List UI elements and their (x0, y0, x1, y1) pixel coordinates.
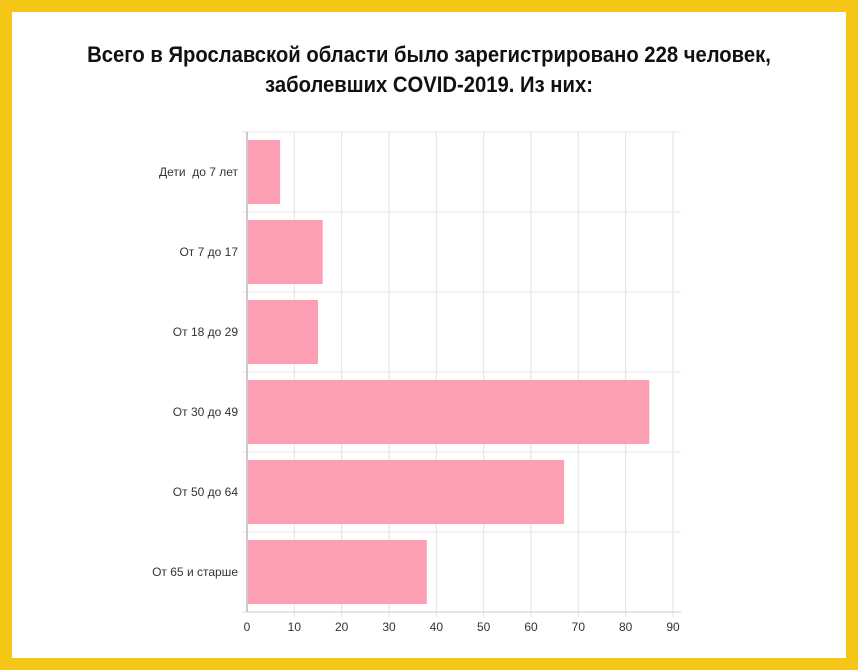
grid-lines (242, 131, 681, 617)
bar (248, 380, 650, 444)
y-tick-label: От 50 до 64 (173, 485, 239, 499)
x-tick-label: 70 (572, 620, 586, 634)
x-tick-label: 80 (619, 620, 633, 634)
x-tick-label: 10 (288, 620, 302, 634)
y-tick-label: От 65 и старше (152, 565, 238, 579)
bar (248, 300, 318, 364)
x-tick-label: 0 (244, 620, 251, 634)
axes (246, 132, 681, 613)
x-tick-label: 60 (524, 620, 538, 634)
bars (248, 140, 650, 604)
x-tick-labels: 0 10 20 30 40 50 60 70 80 90 (244, 620, 680, 634)
chart-title-line-1: Всего в Ярославской области было зарегис… (87, 42, 771, 67)
chart-title: Всего в Ярославской области было зарегис… (34, 40, 823, 100)
bar (248, 540, 427, 604)
y-tick-labels: Дети до 7 лет От 7 до 17 От 18 до 29 От 30 … (152, 165, 238, 579)
chart-title-line-2: заболевших COVID-2019. Из них: (265, 72, 593, 97)
y-tick-label: От 7 до 17 (179, 245, 238, 259)
x-tick-label: 20 (335, 620, 349, 634)
bar (248, 220, 323, 284)
y-tick-label: Дети до 7 лет (159, 165, 239, 179)
x-tick-label: 30 (382, 620, 396, 634)
bar (248, 460, 565, 524)
x-tick-label: 40 (430, 620, 444, 634)
x-tick-label: 50 (477, 620, 491, 634)
y-tick-label: От 30 до 49 (173, 405, 239, 419)
bar (248, 140, 281, 204)
y-tick-label: От 18 до 29 (173, 325, 239, 339)
x-tick-label: 90 (666, 620, 680, 634)
